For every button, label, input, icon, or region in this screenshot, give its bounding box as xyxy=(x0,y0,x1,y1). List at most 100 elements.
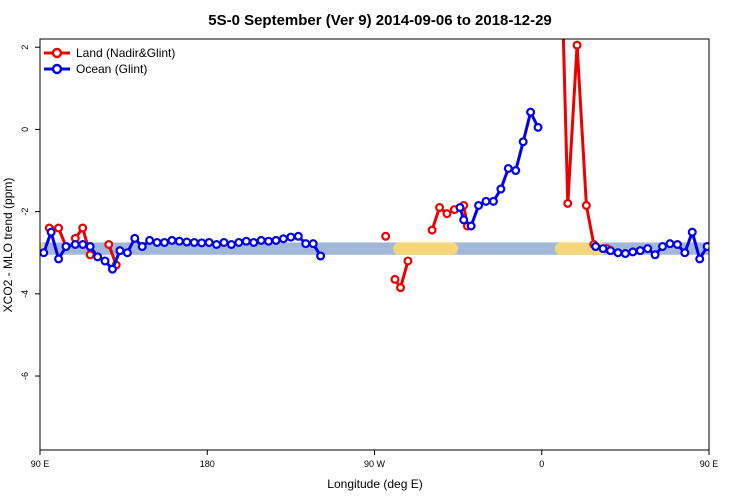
y-tick-label: 0 xyxy=(20,127,30,132)
data-point xyxy=(719,225,726,232)
data-point xyxy=(78,240,88,250)
data-point xyxy=(442,209,452,219)
x-tick-label: 0 xyxy=(539,459,544,469)
data-point xyxy=(526,107,536,117)
y-axis-label: XCO2 - MLO trend (ppm) xyxy=(1,178,15,313)
data-point xyxy=(741,258,748,265)
data-point xyxy=(115,246,125,256)
y-tick-label: -6 xyxy=(20,372,30,380)
data-point xyxy=(278,234,288,244)
x-tick-label: 90 E xyxy=(31,459,50,469)
data-point xyxy=(197,238,207,248)
data-point xyxy=(455,203,465,213)
series-land xyxy=(44,39,750,293)
data-point xyxy=(286,232,296,242)
y-tick-label: 2 xyxy=(20,45,30,50)
x-tick-label: 180 xyxy=(200,459,215,469)
data-point xyxy=(396,283,406,293)
land-band-segment xyxy=(713,242,724,254)
legend-label: Land (Nadir&Glint) xyxy=(76,46,175,60)
data-point xyxy=(61,242,71,252)
x-tick-label: 90 E xyxy=(700,459,719,469)
series-ocean xyxy=(40,107,748,274)
data-point xyxy=(680,248,690,258)
data-point xyxy=(145,235,155,245)
data-point xyxy=(204,237,214,247)
data-point xyxy=(563,198,573,208)
data-point xyxy=(160,237,170,247)
data-point xyxy=(241,236,251,246)
x-axis: 90 E 180 90 W 0 90 E xyxy=(31,450,719,469)
data-point xyxy=(256,235,266,245)
data-point xyxy=(271,235,281,245)
data-point xyxy=(628,247,638,257)
data-point xyxy=(643,244,653,254)
data-point xyxy=(711,241,718,248)
y-tick-label: -4 xyxy=(20,290,30,298)
land-band-segment xyxy=(393,242,459,255)
data-point xyxy=(650,250,660,260)
series-line xyxy=(722,228,735,247)
data-point xyxy=(702,242,709,252)
data-point xyxy=(152,237,162,247)
data-point xyxy=(719,241,726,248)
data-point xyxy=(466,221,476,231)
data-point xyxy=(104,240,114,250)
data-point xyxy=(658,242,668,252)
data-point xyxy=(672,240,682,250)
data-point xyxy=(488,196,498,206)
series-line xyxy=(744,228,750,255)
data-point xyxy=(533,122,543,132)
data-point xyxy=(130,233,140,243)
data-point xyxy=(249,237,259,247)
data-point xyxy=(182,237,192,247)
data-point xyxy=(695,254,705,264)
data-point xyxy=(606,246,616,256)
data-point xyxy=(481,196,491,206)
data-point xyxy=(496,184,506,194)
legend: Land (Nadir&Glint) Ocean (Glint) xyxy=(44,46,175,76)
data-point xyxy=(381,231,391,241)
x-tick-label: 90 W xyxy=(364,459,386,469)
data-point xyxy=(518,137,528,147)
data-point xyxy=(732,243,739,250)
data-point xyxy=(316,251,326,261)
data-point xyxy=(581,200,591,210)
data-point xyxy=(46,227,56,237)
data-point xyxy=(459,215,469,225)
data-point xyxy=(301,239,311,249)
data-point xyxy=(741,235,748,242)
legend-label: Ocean (Glint) xyxy=(76,62,147,76)
data-point xyxy=(613,248,623,258)
data-point xyxy=(264,236,274,246)
data-point xyxy=(403,256,413,266)
data-point xyxy=(620,249,630,259)
data-point xyxy=(100,256,110,266)
series-line xyxy=(458,110,540,228)
legend-item: Land (Nadir&Glint) xyxy=(44,46,175,60)
data-point xyxy=(167,235,177,245)
data-point xyxy=(40,248,49,258)
data-point xyxy=(107,264,117,274)
legend-swatch-marker xyxy=(51,63,63,75)
data-point xyxy=(85,250,95,260)
data-point xyxy=(572,40,582,50)
data-point xyxy=(474,200,484,210)
data-point xyxy=(93,252,103,262)
y-tick-label: -2 xyxy=(20,208,30,216)
data-point xyxy=(137,242,147,252)
data-point xyxy=(687,227,697,237)
data-point xyxy=(665,239,675,249)
y-axis: 2 0 -2 -4 -6 xyxy=(20,45,40,380)
data-point xyxy=(308,239,318,249)
data-point xyxy=(728,225,735,232)
data-point xyxy=(85,242,95,252)
data-point xyxy=(598,244,608,254)
legend-swatch-marker xyxy=(51,47,63,59)
data-point xyxy=(54,254,64,264)
data-point xyxy=(70,240,80,250)
data-point xyxy=(390,274,400,284)
data-point xyxy=(189,237,199,247)
data-point xyxy=(122,248,132,258)
